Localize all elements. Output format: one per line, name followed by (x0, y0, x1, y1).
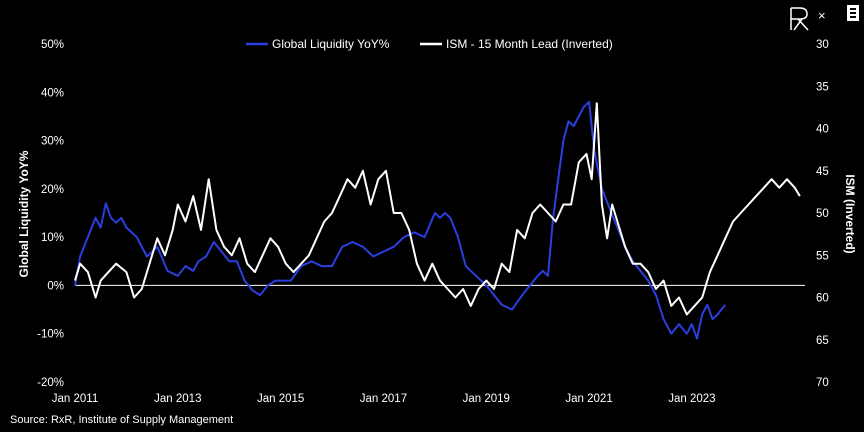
right-tick-label: 55 (816, 250, 829, 262)
left-axis-ticks: 50% 40% 30% 20% 10% 0% -10% -20% (37, 39, 64, 389)
right-axis-title: ISM (Inverted) (843, 174, 857, 253)
close-icon[interactable]: × (818, 8, 826, 23)
right-tick-label: 30 (816, 39, 829, 51)
x-tick-label: Jan 2023 (668, 393, 715, 405)
x-tick-label: Jan 2017 (360, 393, 407, 405)
left-tick-label: -20% (37, 377, 64, 389)
right-tick-label: 40 (816, 124, 829, 136)
right-tick-label: 70 (816, 377, 829, 389)
legend-label-liquidity: Global Liquidity YoY% (272, 37, 390, 51)
x-axis-ticks: Jan 2011 Jan 2013 Jan 2015 Jan 2017 Jan 2019… (52, 393, 716, 405)
right-tick-label: 35 (816, 81, 829, 93)
right-tick-label: 50 (816, 208, 829, 220)
left-tick-label: 50% (41, 39, 64, 51)
series-line-global-liquidity (74, 100, 727, 340)
series-lines (74, 100, 801, 340)
right-tick-label: 45 (816, 166, 829, 178)
right-tick-label: 60 (816, 293, 829, 305)
left-tick-label: 10% (41, 232, 64, 244)
rxr-logo (790, 7, 809, 31)
x-tick-label: Jan 2015 (257, 393, 304, 405)
legend: Global Liquidity YoY% ISM - 15 Month Lea… (246, 37, 613, 51)
left-tick-label: 40% (41, 87, 64, 99)
left-tick-label: -10% (37, 329, 64, 341)
legend-label-ism: ISM - 15 Month Lead (Inverted) (446, 37, 613, 51)
x-tick-label: Jan 2013 (154, 393, 201, 405)
brand-mark-icon (847, 5, 859, 21)
right-tick-label: 65 (816, 335, 829, 347)
left-tick-label: 20% (41, 184, 64, 196)
x-tick-label: Jan 2019 (463, 393, 510, 405)
right-axis-ticks: 30 35 40 45 50 55 60 65 70 (816, 39, 829, 389)
source-note: Source: RxR, Institute of Supply Managem… (10, 414, 234, 426)
left-tick-label: 0% (47, 280, 64, 292)
left-tick-label: 30% (41, 136, 64, 148)
left-axis-title: Global Liquidity YoY% (17, 150, 31, 277)
x-tick-label: Jan 2021 (565, 393, 612, 405)
series-line-ism (74, 102, 801, 316)
x-tick-label: Jan 2011 (52, 393, 98, 405)
